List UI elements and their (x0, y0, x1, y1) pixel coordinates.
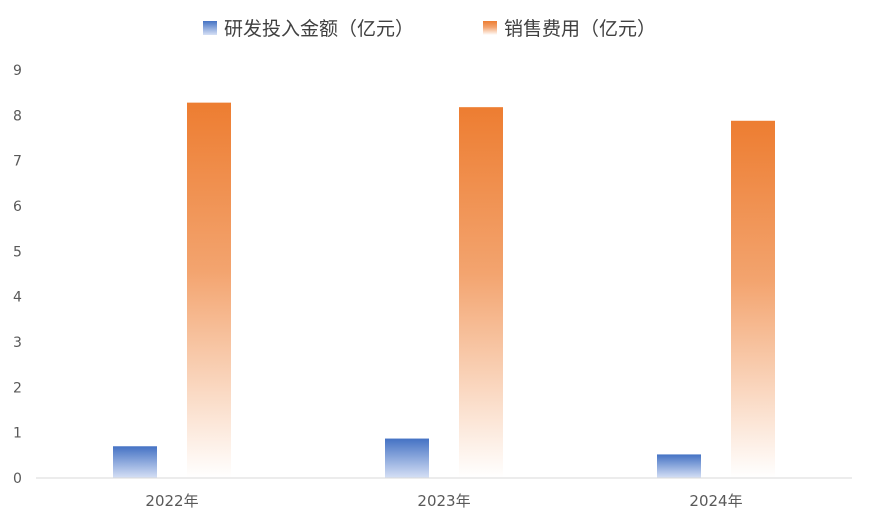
x-tick-label: 2023年 (417, 492, 470, 510)
y-tick-label: 0 (13, 471, 22, 487)
legend-swatch-sales (483, 21, 497, 35)
y-tick-label: 5 (13, 244, 22, 260)
y-axis-ticks: 0 1 2 3 4 5 6 7 8 9 (13, 63, 22, 487)
y-tick-label: 7 (13, 154, 22, 170)
legend-swatch-rd (203, 21, 217, 35)
bar-rd (113, 446, 157, 478)
y-tick-label: 1 (13, 426, 22, 442)
y-tick-label: 8 (13, 108, 22, 124)
x-tick-label: 2022年 (145, 492, 198, 510)
bars (113, 102, 775, 479)
x-axis-ticks: 2022年 2023年 2024年 (145, 492, 742, 510)
bar-sales (731, 120, 775, 479)
y-tick-label: 6 (13, 199, 22, 215)
bar-rd (385, 438, 429, 478)
y-tick-label: 4 (13, 290, 22, 306)
bar-sales (459, 107, 503, 478)
legend-label-rd: 研发投入金额（亿元） (224, 18, 414, 40)
legend-label-sales: 销售费用（亿元） (504, 18, 656, 40)
y-tick-label: 9 (13, 63, 22, 79)
y-tick-label: 3 (13, 335, 22, 351)
y-tick-label: 2 (13, 380, 22, 396)
legend: 研发投入金额（亿元） 销售费用（亿元） (203, 18, 656, 40)
bar-sales (187, 102, 231, 478)
bar-rd (657, 454, 701, 478)
x-tick-label: 2024年 (689, 492, 742, 510)
